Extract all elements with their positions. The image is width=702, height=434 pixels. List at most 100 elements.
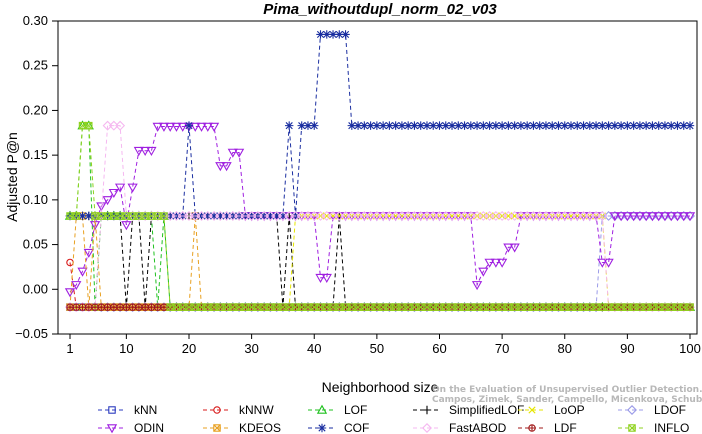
data-point bbox=[347, 121, 357, 130]
data-point bbox=[64, 288, 76, 298]
y-tick-label: 0.30 bbox=[23, 13, 48, 28]
x-axis-title: Neighborhood size bbox=[322, 379, 439, 395]
data-point bbox=[660, 121, 670, 130]
data-point bbox=[85, 121, 93, 130]
data-point bbox=[203, 211, 212, 221]
series-line bbox=[69, 126, 690, 293]
data-point bbox=[634, 212, 646, 222]
data-point bbox=[227, 148, 238, 158]
data-point bbox=[115, 120, 126, 131]
y-tick-label: 0.05 bbox=[23, 237, 48, 252]
data-point bbox=[135, 303, 143, 311]
y-tick-label: 0.10 bbox=[23, 192, 48, 207]
data-point bbox=[171, 122, 182, 132]
data-point bbox=[360, 121, 369, 130]
data-point bbox=[84, 211, 93, 221]
data-point bbox=[278, 211, 288, 221]
legend-item: FastABOD bbox=[413, 421, 507, 434]
x-tick-label: 10 bbox=[119, 341, 133, 356]
data-point bbox=[648, 121, 657, 130]
data-point bbox=[372, 121, 382, 130]
data-point bbox=[522, 121, 532, 130]
legend-marker bbox=[627, 405, 637, 415]
data-point bbox=[328, 30, 338, 39]
data-point bbox=[190, 122, 201, 132]
data-point bbox=[403, 121, 413, 130]
data-point bbox=[78, 303, 87, 311]
legend-label: LOF bbox=[344, 403, 367, 417]
data-point bbox=[659, 212, 671, 222]
legend-item: ODIN bbox=[98, 421, 164, 434]
x-tick-label: 60 bbox=[432, 341, 446, 356]
data-point bbox=[147, 303, 156, 311]
data-point bbox=[366, 121, 375, 130]
data-point bbox=[597, 258, 608, 268]
legend-label: INFLO bbox=[654, 421, 689, 434]
data-point bbox=[221, 162, 232, 172]
x-tick-label: 1 bbox=[66, 341, 73, 356]
legend-label: LDOF bbox=[654, 403, 686, 417]
data-point bbox=[686, 303, 694, 311]
data-point bbox=[153, 303, 162, 311]
data-point bbox=[484, 258, 495, 268]
data-point bbox=[233, 148, 245, 158]
data-point bbox=[341, 30, 350, 39]
legend-item: INFLO bbox=[618, 421, 689, 434]
series-cof bbox=[65, 30, 695, 221]
watermark-line-1: On the Evaluation of Unsupervised Outlie… bbox=[432, 385, 702, 395]
legend-marker bbox=[422, 405, 432, 415]
legend-marker bbox=[106, 424, 118, 434]
y-tick-label: 0.00 bbox=[23, 281, 48, 296]
data-point bbox=[209, 211, 219, 221]
data-point bbox=[447, 121, 457, 130]
data-point bbox=[672, 212, 683, 222]
data-point bbox=[91, 303, 99, 311]
legend-item: LoOP bbox=[518, 403, 585, 417]
data-point bbox=[496, 258, 508, 268]
data-point bbox=[103, 303, 112, 311]
legend: kNN kNNW LOF SimplifiedLOF LoOP LDOF ODIN KDEOS… bbox=[98, 403, 689, 434]
data-point bbox=[116, 303, 124, 311]
data-point bbox=[114, 183, 126, 193]
legend-label: KDEOS bbox=[239, 421, 281, 434]
data-point bbox=[297, 121, 306, 130]
data-point bbox=[429, 121, 438, 130]
x-tick-label: 70 bbox=[495, 341, 509, 356]
data-point bbox=[391, 121, 400, 130]
data-point bbox=[83, 248, 94, 258]
data-point bbox=[673, 121, 682, 130]
legend-label: kNNW bbox=[239, 403, 274, 417]
y-axis: −0.05 0.00 0.05 0.10 0.15 0.20 0.25 0.30 bbox=[15, 13, 58, 341]
x-tick-label: 20 bbox=[182, 341, 196, 356]
data-point bbox=[160, 303, 168, 311]
data-point bbox=[146, 146, 157, 156]
legend-marker bbox=[108, 406, 116, 414]
series-knnw bbox=[66, 258, 694, 311]
x-tick-label: 100 bbox=[679, 341, 701, 356]
legend-marker bbox=[528, 406, 536, 414]
data-point bbox=[516, 121, 526, 130]
y-tick-label: −0.05 bbox=[15, 326, 48, 341]
legend-item: LDF bbox=[518, 421, 577, 434]
data-point bbox=[315, 273, 326, 283]
data-point bbox=[585, 121, 594, 130]
data-point bbox=[685, 121, 695, 130]
data-point bbox=[215, 162, 226, 172]
data-point bbox=[127, 183, 138, 193]
data-point bbox=[416, 121, 425, 130]
data-point bbox=[410, 121, 419, 130]
data-point bbox=[615, 212, 627, 222]
data-point bbox=[597, 210, 608, 221]
chart-title: Pima_withoutdupl_norm_02_v03 bbox=[263, 1, 497, 18]
data-point bbox=[77, 267, 88, 277]
series-fastabod bbox=[65, 120, 695, 313]
series-inflo bbox=[66, 121, 694, 311]
legend-marker bbox=[628, 424, 636, 432]
data-point bbox=[310, 121, 319, 130]
data-point bbox=[503, 243, 514, 253]
data-point bbox=[579, 121, 588, 130]
legend-marker bbox=[422, 423, 432, 433]
data-point bbox=[96, 202, 107, 212]
data-point bbox=[479, 121, 488, 130]
